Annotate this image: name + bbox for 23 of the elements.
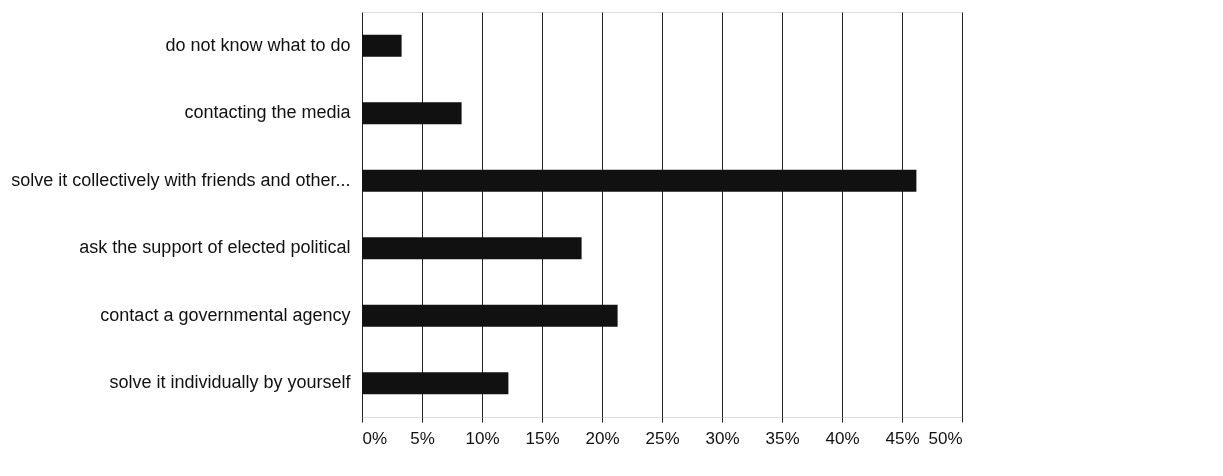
x-tick-label: 0% <box>362 428 388 448</box>
bar <box>362 34 402 57</box>
bar <box>362 304 618 327</box>
y-tick-label: contacting the media <box>184 102 352 123</box>
bar <box>362 169 917 192</box>
x-tick-label: 30% <box>705 428 740 448</box>
x-tick-label: 40% <box>825 428 860 448</box>
x-tick-label: 35% <box>765 428 800 448</box>
bar <box>362 102 462 125</box>
y-tick-label: solve it collectively with friends and other... <box>11 169 351 190</box>
y-tick-label: do not know what to do <box>165 34 351 55</box>
x-tick-label: 10% <box>465 428 500 448</box>
x-tick-label: 50% <box>928 428 963 448</box>
x-tick-label: 45% <box>885 428 920 448</box>
y-tick-label: ask the support of elected political <box>79 237 351 258</box>
x-tick-label: 20% <box>585 428 620 448</box>
x-tick-label: 5% <box>410 428 435 448</box>
x-tick-label: 15% <box>525 428 560 448</box>
y-tick-label: contact a governmental agency <box>100 304 351 325</box>
bar <box>362 237 582 260</box>
x-tick-label: 25% <box>645 428 680 448</box>
y-tick-label: solve it individually by yourself <box>109 372 352 393</box>
bar <box>362 372 509 395</box>
